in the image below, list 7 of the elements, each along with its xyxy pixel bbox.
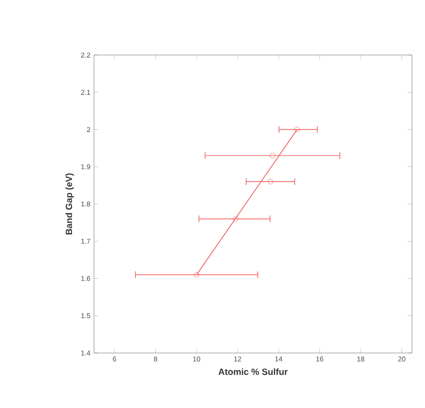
x-axis-title: Atomic % Sulfur <box>218 368 288 375</box>
point <box>270 152 276 158</box>
point <box>294 126 300 132</box>
point <box>232 216 238 222</box>
y-axis-title: Band Gap (eV) <box>65 173 74 234</box>
point <box>268 178 274 184</box>
point <box>194 272 200 278</box>
